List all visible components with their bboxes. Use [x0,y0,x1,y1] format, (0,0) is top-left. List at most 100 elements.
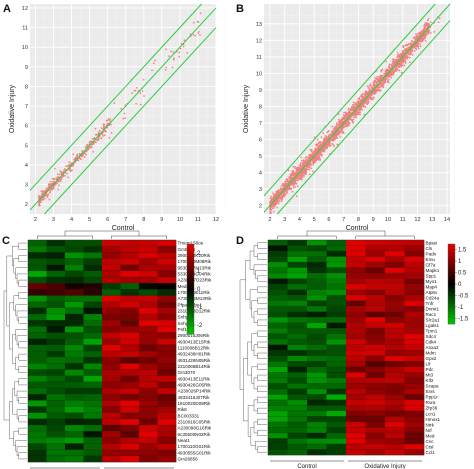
panel-a-point [48,198,51,201]
panel-d-heat-cell [287,372,308,379]
panel-c-heat-cell [46,326,66,333]
panel-c-heat-cell [83,455,103,463]
panel-b-point [345,117,347,120]
panel-a-point [80,158,82,160]
panel-d-heat-cell [287,449,308,456]
panel-d-heat-cell [346,449,366,456]
panel-c-heat-cell [28,289,47,296]
panel-a-point [53,177,55,180]
panel-a-point [108,136,111,139]
panel-a-point [52,180,55,183]
panel-b-point [359,105,362,108]
panel-d-heat-cell [268,410,288,417]
panel-a-point [51,188,54,191]
panel-b-point [373,96,375,99]
panel-d-heat-cell [365,306,386,312]
panel-b-point [290,184,292,186]
panel-a-point [49,191,51,194]
panel-d-heat-cell [287,405,308,412]
panel-b-point [405,49,408,52]
panel-d-gene-label: Zfp36 [426,406,438,411]
panel-d-heat-cell [268,317,288,323]
panel-c-row-dendro-branch [18,279,27,287]
panel-c-heat-cell [102,449,121,457]
panel-c-row-dendro-branch [15,267,27,279]
panel-d-heat-cell [404,278,425,285]
panel-c-heat-cell [65,283,84,290]
panel-b-point [293,181,296,183]
panel-c-heat-cell [139,406,158,413]
panel-c-row-dendro-branch [15,356,19,370]
panel-d-heat-cell [268,256,288,263]
panel-c-colorbar-swatch [187,284,194,288]
panel-a-x-label: Control [112,225,135,232]
panel-c-heat-cell [102,425,121,432]
panel-d-heat-cell [268,284,288,290]
panel-d-heat-cell [346,278,366,285]
panel-d-heat-cell [365,289,386,296]
panel-c-colorbar-swatch [187,307,194,310]
panel-b-point [367,87,370,89]
panel-d-heat-cell [365,300,386,307]
panel-a-y-tick-label: 6 [25,124,28,130]
panel-c-heat-cell [157,277,177,284]
panel-b-point [437,21,440,24]
panel-a-point [154,59,156,62]
panel-d-heat-cell [287,377,308,384]
panel-b-point [343,115,346,117]
panel-d-colorbar-swatch [448,308,455,311]
panel-b-point [308,165,310,168]
panel-d-colorbar-swatch [448,266,455,269]
panel-c-heat-cell [102,332,121,339]
panel-c-heat-cell [102,437,121,444]
panel-b-point [285,192,288,195]
panel-b-point [423,34,425,37]
panel-c-heat-cell [102,357,121,364]
panel-d-heat-cell [307,317,327,323]
panel-c-heat-cell [65,338,84,346]
panel-b-point [269,201,272,204]
panel-a-point [55,183,57,185]
panel-b-point [299,163,302,166]
panel-d-heat-cell [365,432,386,439]
panel-b-point [392,58,395,61]
panel-d-colorbar-swatch [448,302,455,305]
panel-d-heat-cell [268,311,288,318]
panel-c-heat-cell [120,344,140,352]
panel-c-heat-cell [102,400,121,407]
panel-c-heat-cell [83,351,103,358]
panel-c-gene-label: Gm3070 [178,370,196,375]
panel-c-heat-cell [102,406,121,413]
panel-c-heat-cell [46,418,66,426]
panel-a-point [60,177,63,180]
panel-a-point [92,150,95,153]
panel-b-point [299,166,301,168]
panel-d-heat-cell [385,421,405,428]
panel-b-point [269,197,272,200]
panel-c-heat-cell [157,289,177,296]
panel-d-heatmap-cells [267,239,425,456]
panel-b-point [361,104,363,106]
panel-d-heat-cell [365,245,386,252]
panel-b-point [340,121,342,124]
panel-d-heat-cell [287,333,308,340]
panel-b-x-tick-label: 5 [313,217,316,223]
panel-d-heat-cell [346,410,366,417]
panel-d-heat-cell [385,388,405,395]
panel-a-point [50,183,52,185]
panel-b-point [416,32,419,35]
panel-c-heat-cell [157,449,177,457]
panel-c-heat-cell [157,357,177,364]
panel-d-row-dendro-branch [257,385,267,392]
panel-d-heat-cell [268,339,288,345]
panel-c-heat-cell [157,406,177,413]
panel-a-point [141,90,144,93]
panel-b-point [310,167,313,170]
panel-d-row-dendro-branch [247,341,252,376]
panel-a-point [71,169,73,171]
panel-d-gene-label: Cdk4 [426,340,437,345]
panel-b-point [333,129,336,132]
panel-b-point [409,43,412,45]
panel-b-point [320,136,323,139]
panel-b-y-tick-label: 12 [256,38,262,44]
